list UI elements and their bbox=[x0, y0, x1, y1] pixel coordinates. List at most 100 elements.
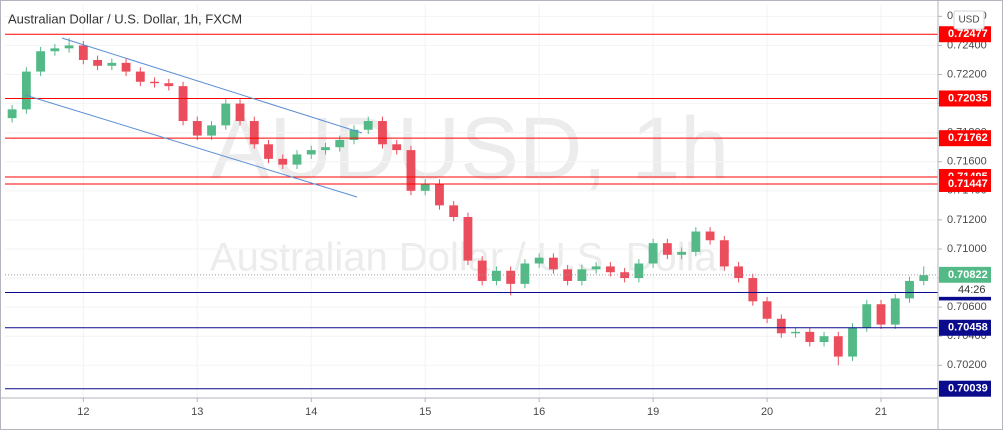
x-tick-label: 13 bbox=[191, 406, 203, 418]
candle-body bbox=[221, 103, 231, 126]
y-tick-label: 0.71200 bbox=[947, 214, 987, 226]
level-tag bbox=[939, 319, 991, 336]
candle-body bbox=[50, 48, 60, 52]
candle-body bbox=[662, 243, 672, 255]
candle-body bbox=[21, 71, 31, 110]
y-tick-label: 0.72400 bbox=[947, 39, 987, 51]
candle-body bbox=[492, 270, 501, 281]
candle-body bbox=[534, 257, 544, 264]
candle-body bbox=[890, 298, 900, 325]
candle-body bbox=[520, 263, 530, 284]
level-label: 0.71447 bbox=[948, 178, 988, 190]
level-label: 0.70039 bbox=[948, 383, 988, 395]
chart-title: Australian Dollar / U.S. Dollar, 1h, FXC… bbox=[8, 11, 242, 26]
level-label: 0.72035 bbox=[948, 92, 988, 104]
x-tick-label: 20 bbox=[761, 406, 773, 418]
candle-body bbox=[819, 336, 829, 343]
countdown-tag bbox=[939, 282, 991, 297]
candle-body bbox=[93, 59, 103, 66]
candle-body bbox=[235, 103, 245, 122]
candle-body bbox=[249, 121, 259, 145]
candle-body bbox=[620, 272, 630, 279]
candle-body bbox=[862, 304, 872, 328]
level-tag bbox=[939, 175, 991, 192]
candle-body bbox=[805, 331, 815, 343]
candle-body bbox=[278, 158, 288, 165]
candle-body bbox=[321, 147, 330, 151]
x-tick-label: 19 bbox=[647, 406, 659, 418]
y-tick-label: 0.71600 bbox=[947, 156, 987, 168]
candle-body bbox=[406, 150, 416, 191]
candle-body bbox=[150, 81, 159, 84]
candle-body bbox=[449, 205, 459, 217]
candle-body bbox=[705, 231, 715, 241]
y-tick-label: 0.70200 bbox=[947, 359, 987, 371]
candle-body bbox=[363, 121, 373, 130]
candle-body bbox=[121, 62, 131, 72]
time-axis bbox=[0, 398, 938, 430]
candle-body bbox=[791, 331, 800, 334]
axis-group: 0.726000.724000.722000.720000.718000.716… bbox=[77, 10, 991, 418]
currency-button[interactable] bbox=[953, 10, 985, 30]
plot bbox=[5, 5, 938, 398]
watermark-symbol: AUDUSD, 1h bbox=[211, 98, 729, 197]
candle-body bbox=[591, 266, 601, 270]
x-tick-label: 15 bbox=[419, 406, 431, 418]
candle-body bbox=[605, 266, 615, 273]
candle-body bbox=[192, 121, 202, 136]
candle-body bbox=[178, 86, 188, 122]
candle-body bbox=[776, 318, 786, 334]
candle-body bbox=[7, 109, 17, 119]
candle-body bbox=[833, 336, 843, 357]
candle-body bbox=[78, 45, 88, 60]
currency-label[interactable]: USD bbox=[958, 15, 979, 26]
candle-body bbox=[762, 301, 772, 319]
level-tag bbox=[939, 380, 991, 397]
candle-body bbox=[463, 216, 473, 261]
candle-body bbox=[876, 304, 886, 325]
candle-body bbox=[634, 263, 644, 279]
candle-body bbox=[477, 260, 487, 281]
candle-body bbox=[207, 125, 216, 136]
candle-body bbox=[335, 139, 345, 148]
x-tick-label: 12 bbox=[77, 406, 89, 418]
level-label: 0.72477 bbox=[948, 28, 988, 40]
candle-body bbox=[648, 243, 658, 264]
level-tag bbox=[939, 130, 991, 147]
candle-body bbox=[506, 270, 516, 284]
x-tick-label: 16 bbox=[533, 406, 545, 418]
candle-body bbox=[677, 251, 687, 255]
countdown-label: 44:26 bbox=[958, 284, 986, 296]
x-tick-label: 21 bbox=[875, 406, 887, 418]
y-tick-label: 0.72200 bbox=[947, 68, 987, 80]
level-label: 0.70458 bbox=[948, 322, 988, 334]
candle-body bbox=[734, 266, 743, 279]
y-tick-label: 0.71000 bbox=[947, 243, 987, 255]
channel-upper bbox=[61, 37, 363, 134]
candle-body bbox=[107, 62, 117, 66]
candle-body bbox=[135, 71, 145, 82]
candle-body bbox=[378, 121, 387, 145]
candle-body bbox=[548, 257, 558, 270]
candle-body bbox=[848, 327, 857, 357]
candle-body bbox=[420, 183, 430, 191]
level-tag bbox=[939, 90, 991, 107]
price-axis bbox=[938, 0, 1003, 430]
candle-body bbox=[392, 144, 402, 151]
last-price-tag bbox=[939, 266, 991, 283]
candle-body bbox=[748, 278, 758, 302]
candle-body bbox=[435, 183, 444, 206]
watermark-group: AUDUSD, 1h Australian Dollar / U.S. Doll… bbox=[210, 98, 730, 279]
candle-body bbox=[905, 280, 914, 299]
candle-body bbox=[306, 150, 316, 155]
candle-body bbox=[264, 144, 273, 159]
last-price-label: 0.70822 bbox=[948, 269, 988, 281]
candle-body bbox=[292, 154, 302, 165]
level-label: 0.71762 bbox=[948, 132, 988, 144]
candle-body bbox=[691, 231, 701, 252]
channel-lower bbox=[24, 94, 358, 198]
candle-body bbox=[919, 275, 929, 281]
candle-body bbox=[719, 240, 729, 267]
